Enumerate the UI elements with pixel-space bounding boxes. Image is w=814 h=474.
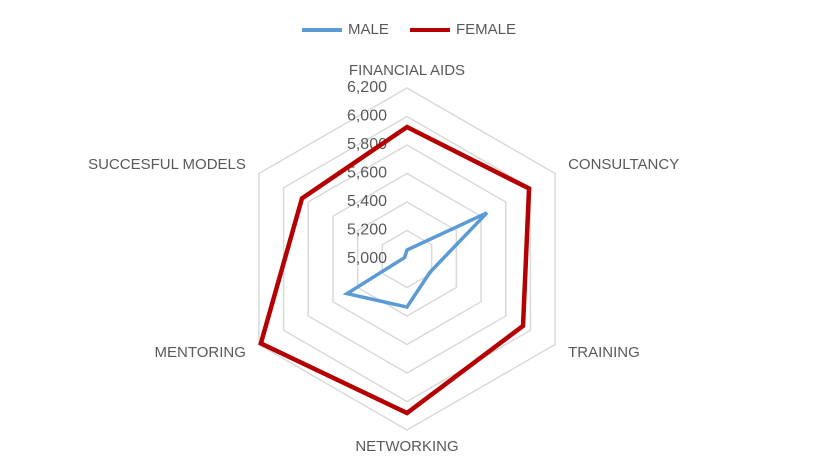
- tick-label: 5,000: [347, 250, 387, 267]
- series-line: [342, 211, 489, 309]
- legend-label: FEMALE: [456, 21, 516, 38]
- tick-label: 5,600: [347, 165, 387, 182]
- grid-ring: [381, 229, 433, 289]
- tick-label: 6,200: [347, 79, 387, 96]
- category-label: FINANCIAL AIDS: [349, 62, 465, 79]
- category-label: CONSULTANCY: [568, 156, 679, 173]
- category-label: MENTORING: [155, 344, 246, 361]
- series-line: [258, 124, 532, 416]
- grid-ring: [258, 87, 556, 431]
- category-label: NETWORKING: [355, 438, 458, 455]
- category-label: SUCCESFUL MODELS: [88, 156, 246, 173]
- grid-ring: [356, 201, 458, 317]
- legend-label: MALE: [348, 21, 389, 38]
- category-label: TRAINING: [568, 344, 640, 361]
- tick-label: 6,000: [347, 108, 387, 125]
- grid-ring: [307, 144, 507, 374]
- tick-label: 5,200: [347, 222, 387, 239]
- tick-label: 5,400: [347, 193, 387, 210]
